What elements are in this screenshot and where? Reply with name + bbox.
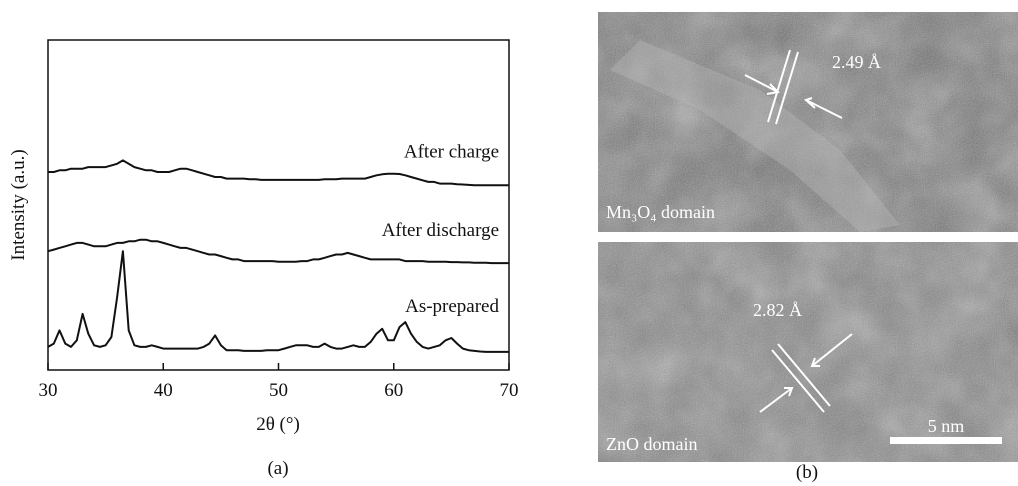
x-axis-label: 2θ (°): [256, 414, 300, 435]
micrograph-bottom: 2.82 Å ZnO domain 5 nm: [598, 242, 1018, 462]
x-tick-label: 40: [154, 380, 173, 401]
lattice-spacing: 2.82 Å: [753, 300, 802, 320]
series-line: [48, 159, 509, 187]
scale-bar-label: 5 nm: [928, 416, 965, 436]
x-tick-label: 30: [39, 380, 58, 401]
series-line: [47, 250, 509, 353]
y-axis-label: Intensity (a.u.): [8, 149, 29, 260]
domain-label: Mn₃O₄ domain: [606, 202, 715, 222]
panel-caption: (a): [267, 458, 288, 479]
domain-label: ZnO domain: [606, 434, 698, 454]
series-line: [47, 238, 509, 265]
series-label: After discharge: [382, 220, 499, 241]
series-label: As-prepared: [405, 296, 499, 317]
plot-frame: [47, 39, 510, 371]
x-tick-label: 50: [269, 380, 288, 401]
x-tick-label: 60: [384, 380, 403, 401]
lattice-spacing: 2.49 Å: [832, 52, 881, 72]
micrograph-top: 2.49 Å Mn₃O₄ domain: [598, 12, 1018, 232]
panel-caption: (b): [796, 462, 818, 483]
x-tick-label: 70: [500, 380, 519, 401]
series-label: After charge: [404, 142, 499, 163]
